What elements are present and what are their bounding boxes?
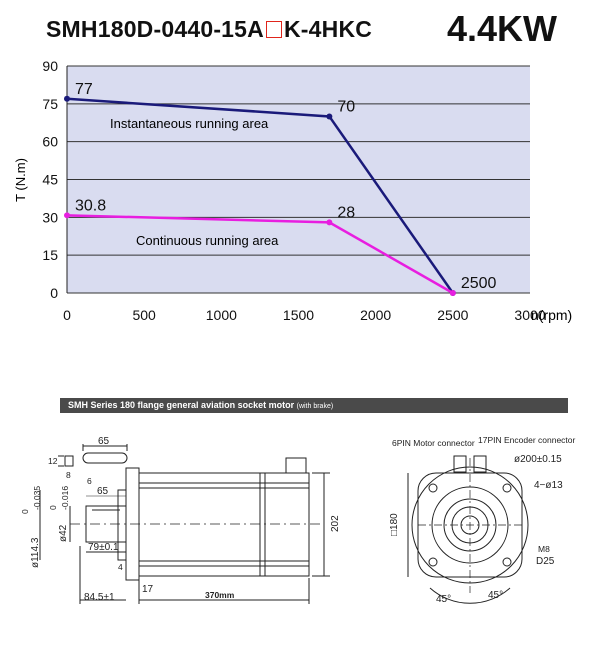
- series-label-continuous: Continuous running area: [136, 233, 279, 248]
- x-tick-label: 3000: [514, 307, 545, 323]
- series-group: [64, 95, 456, 296]
- x-axis-ticks: 0 500 1000 1500 2000 2500 3000: [63, 307, 546, 323]
- dim-key-height: 12: [48, 456, 58, 466]
- section-title-bar: SMH Series 180 flange general aviation s…: [60, 398, 568, 413]
- encoder-connector-icon: [473, 455, 487, 473]
- x-tick-label: 500: [132, 307, 156, 323]
- x-axis-label: n(rpm): [531, 307, 572, 323]
- y-tick-label: 45: [42, 172, 58, 188]
- x-tick-label: 0: [63, 307, 71, 323]
- dim-angle-right: 45°: [488, 590, 503, 601]
- model-title: SMH180D-0440-15A K-4HKC: [46, 16, 372, 43]
- point-label: 28: [337, 204, 355, 221]
- dim-spigot: ø114.3: [30, 537, 41, 568]
- spigot: [117, 489, 127, 561]
- y-tick-label: 30: [42, 209, 58, 225]
- dim-flange-gap: 17: [142, 584, 154, 595]
- point-label: 77: [75, 81, 93, 98]
- motor-dimension-drawing: 65 12 8 65 6 ø114.3 0 -0.035 ø42 0 -0.01…: [20, 435, 576, 605]
- point-label: 30.8: [75, 197, 106, 214]
- x-tick-label: 2000: [360, 307, 391, 323]
- placeholder-box-icon: [265, 21, 282, 38]
- dim-pcd: ø200±0.15: [514, 454, 562, 465]
- key-section: [64, 455, 74, 467]
- series-label-instantaneous: Instantaneous running area: [110, 116, 269, 131]
- dim-shaft-length: 65: [97, 486, 109, 497]
- data-point: [326, 219, 333, 226]
- dim-flange-thickness: 4: [118, 562, 123, 572]
- section-title: SMH Series 180 flange general aviation s…: [68, 400, 295, 410]
- dim-spigot-tol-upper: 0: [20, 509, 30, 514]
- dim-holes: 4−ø13: [534, 480, 563, 491]
- power-rating: 4.4KW: [447, 8, 558, 49]
- dim-thread: M8: [538, 544, 550, 554]
- x-tick-label: 1500: [283, 307, 314, 323]
- data-point: [64, 212, 70, 219]
- dim-flange-offset: 84.5±1: [84, 592, 115, 603]
- y-tick-label: 90: [42, 58, 58, 74]
- x-tick-label: 2500: [437, 307, 468, 323]
- mount-hole: [502, 557, 512, 567]
- y-tick-label: 60: [42, 134, 58, 150]
- dim-shaft-chamfer: 6: [87, 476, 92, 486]
- mount-hole: [502, 483, 512, 493]
- data-point: [326, 113, 333, 120]
- dim-shaft-dia: ø42: [58, 524, 69, 542]
- dim-shaft-tol-upper: 0: [48, 505, 58, 510]
- model-prefix: SMH180D-0440-15A: [46, 16, 264, 42]
- dim-height: 202: [330, 515, 341, 532]
- dim-spigot-tol-lower: -0.035: [32, 486, 42, 510]
- model-suffix: K-4HKC: [283, 16, 373, 42]
- dim-square: □180: [389, 513, 400, 536]
- label-encoder-connector: 17PIN Encoder connector: [478, 435, 576, 445]
- point-labels: 77 70 30.8 28 2500: [75, 81, 497, 292]
- y-tick-label: 75: [42, 96, 58, 112]
- torque-speed-chart: 0 15 30 45 60 75 90 0 500 1000 1500 2000 2500 3000 T…: [13, 58, 572, 323]
- dim-depth: D25: [536, 556, 555, 567]
- front-view: 6PIN Motor connector 17PIN Encoder conne…: [389, 435, 576, 605]
- label-motor-connector: 6PIN Motor connector: [392, 438, 475, 448]
- side-view: 65 12 8 65 6 ø114.3 0 -0.035 ø42 0 -0.01…: [20, 436, 341, 604]
- mount-hole: [428, 557, 438, 567]
- mount-hole: [428, 483, 438, 493]
- y-axis-label: T (N.m): [13, 158, 28, 202]
- y-tick-label: 15: [42, 247, 58, 263]
- data-point: [64, 95, 70, 102]
- key-detail: [82, 452, 128, 464]
- dim-key-width: 8: [66, 470, 71, 480]
- point-label: 70: [337, 98, 355, 115]
- section-note: (with brake): [296, 403, 334, 410]
- data-point: [449, 290, 456, 296]
- dim-shaft-tol-lower: -0.016: [60, 486, 70, 510]
- connector-top: [285, 457, 307, 474]
- point-label: 2500: [461, 275, 497, 292]
- x-tick-label: 1000: [206, 307, 237, 323]
- dim-angle-left: 45°: [436, 594, 451, 605]
- y-tick-label: 0: [50, 285, 58, 301]
- dim-shoulder: 79±0.1: [88, 542, 119, 553]
- dim-body-length: 370mm: [205, 590, 235, 600]
- motor-connector-icon: [453, 455, 467, 473]
- motor-body: [138, 472, 310, 577]
- dim-key-length: 65: [98, 436, 110, 447]
- y-axis-ticks: 0 15 30 45 60 75 90: [42, 58, 58, 301]
